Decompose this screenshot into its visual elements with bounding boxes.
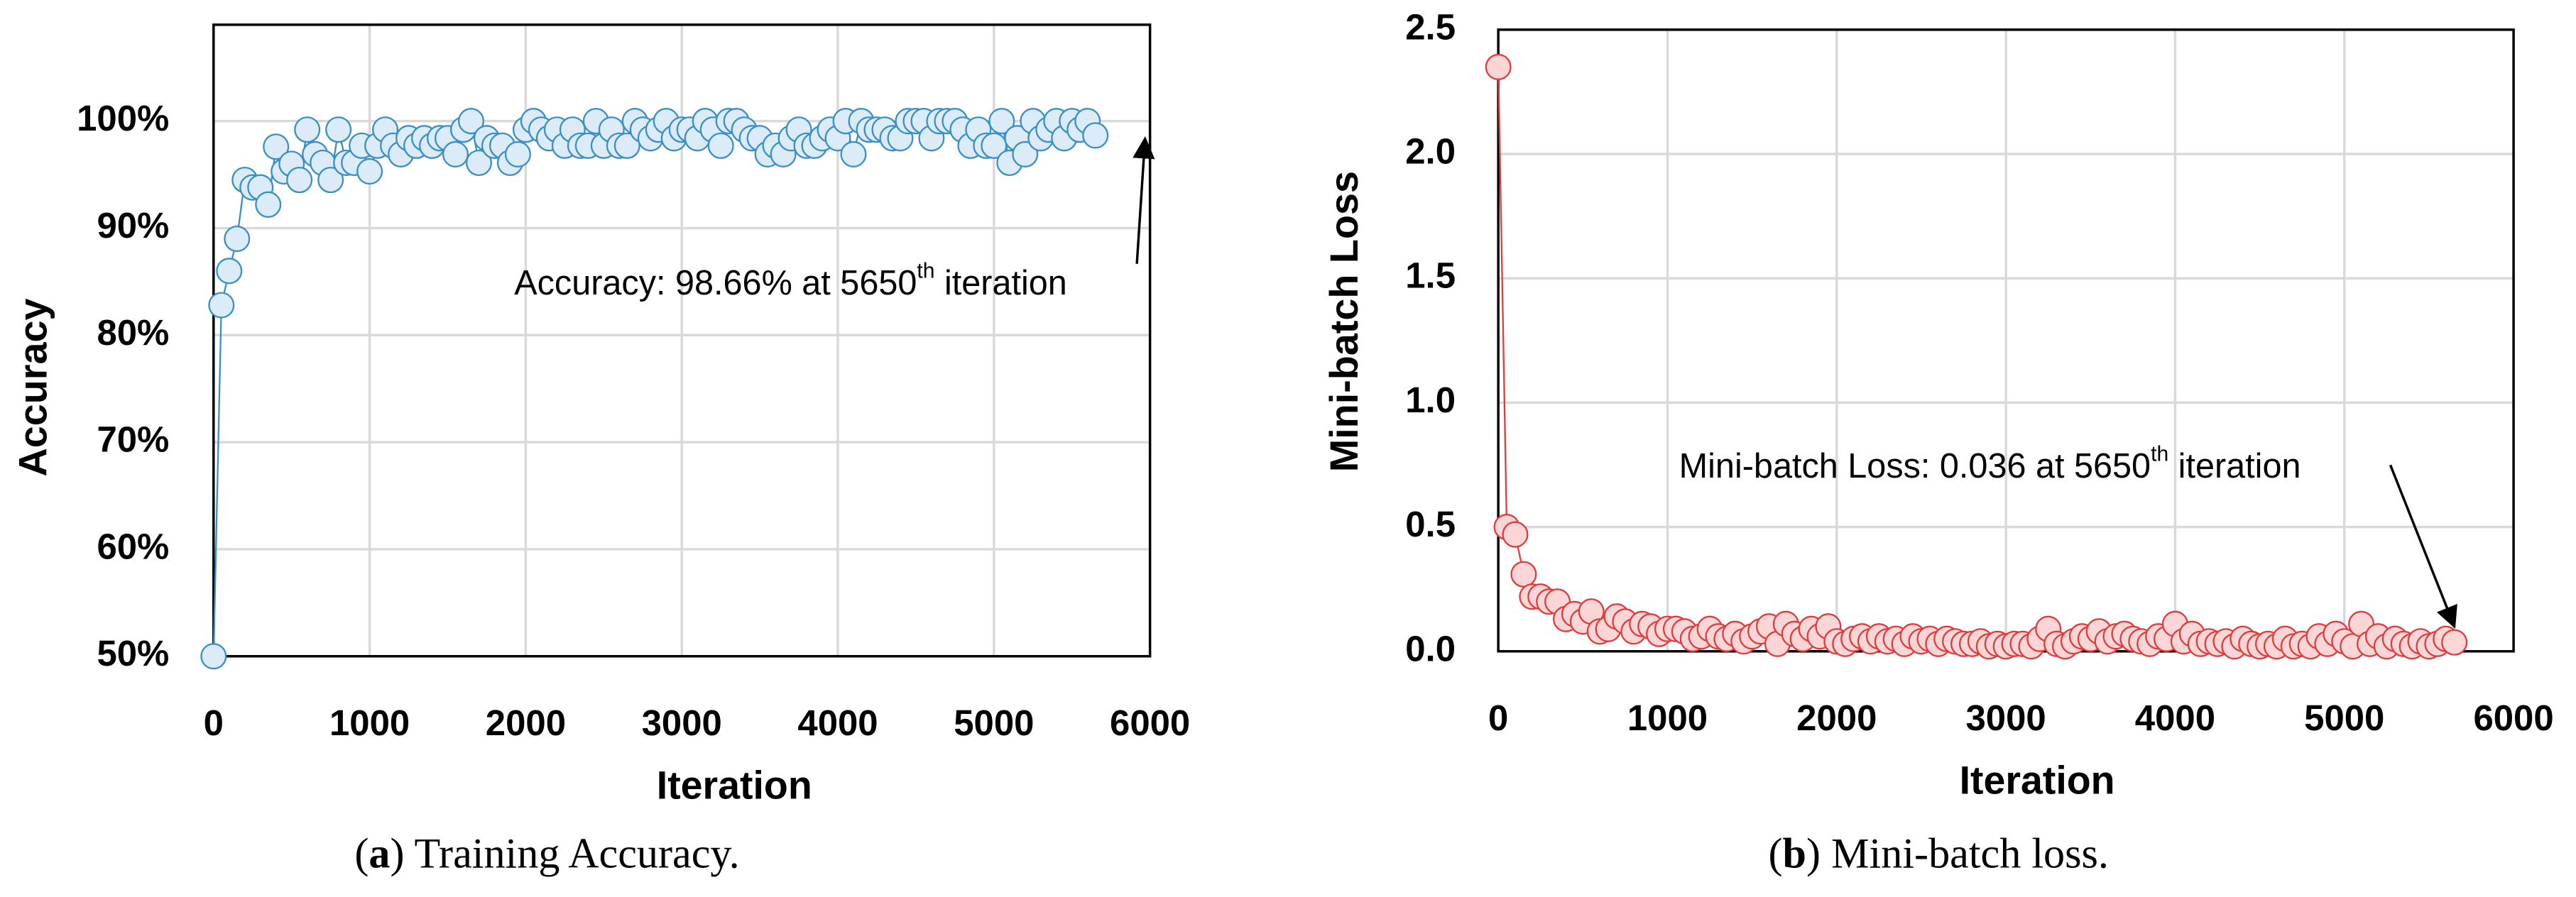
x-tick-label: 1000	[1627, 698, 1708, 738]
x-tick-label: 6000	[1110, 703, 1190, 743]
y-tick-label: 2.5	[1405, 6, 1456, 47]
data-point	[2441, 629, 2468, 656]
caption-text: (	[1769, 830, 1783, 877]
annotation: Accuracy: 98.66% at 5650th iteration	[514, 259, 1067, 302]
data-point	[504, 141, 531, 167]
caption-text: ) Mini-batch loss.	[1806, 830, 2109, 877]
data-point	[457, 108, 484, 135]
annotation-sup: th	[917, 259, 934, 282]
data-point	[294, 116, 321, 143]
y-tick-label: 1.0	[1405, 380, 1456, 420]
y-tick-label: 50%	[97, 633, 169, 673]
data-point	[263, 133, 290, 160]
chart: 50% 60% 70% 80% 90% 100% 0 1000 2000 3000 4000 5000…	[11, 23, 1190, 877]
x-tick-label: 5000	[2304, 698, 2384, 738]
x-tick-label: 1000	[329, 703, 410, 743]
annotation-arrow	[1133, 136, 1155, 264]
y-tick-label: 2.0	[1405, 131, 1456, 171]
caption: (a) Training Accuracy.	[354, 830, 739, 877]
x-tick-label: 0	[1488, 698, 1508, 738]
x-tick-label: 6000	[2473, 698, 2553, 738]
x-axis-title: Iteration	[657, 763, 812, 807]
y-tick-label: 0.5	[1405, 504, 1456, 544]
y-tick-label: 70%	[97, 419, 169, 460]
data-point	[465, 149, 492, 177]
annotation: Mini-batch Loss: 0.036 at 5650th iterati…	[1679, 442, 2301, 485]
data-point	[200, 643, 227, 670]
x-tick-label: 5000	[954, 703, 1034, 743]
data-point	[325, 116, 352, 143]
data-point	[1510, 561, 1537, 588]
y-tick-label: 60%	[97, 526, 169, 566]
y-tick-label: 0.0	[1405, 628, 1456, 668]
data-point	[1012, 141, 1039, 167]
data-point	[1502, 521, 1529, 548]
data-point	[356, 158, 383, 185]
x-tick-label: 2000	[1796, 698, 1877, 738]
data-point	[442, 141, 469, 167]
x-tick-label: 0	[204, 703, 224, 743]
x-axis-title: Iteration	[1960, 758, 2115, 802]
data-point	[208, 292, 235, 319]
data-point	[216, 258, 243, 285]
y-tick-label: 1.5	[1405, 255, 1456, 296]
plots: 50% 60% 70% 80% 90% 100% 0 1000 2000 3000 4000 5000…	[11, 6, 2554, 877]
y-axis-title: Mini-batch Loss	[1322, 171, 1366, 472]
caption-text: ) Training Accuracy.	[390, 830, 739, 877]
data-point	[981, 132, 1008, 159]
data-line	[212, 118, 1096, 656]
data-point	[224, 225, 251, 253]
caption-label: b	[1783, 830, 1806, 877]
x-tick-label: 4000	[797, 703, 878, 743]
y-tick-label: 100%	[77, 98, 169, 138]
plot-frame	[212, 23, 1152, 658]
data-point	[317, 166, 344, 194]
x-tick-label: 2000	[486, 703, 566, 743]
y-axis-title: Accuracy	[11, 298, 55, 476]
y-tick-label: 90%	[97, 205, 169, 246]
x-tick-label: 3000	[1966, 698, 2046, 738]
annotation-text: iteration	[2168, 447, 2301, 485]
annotation-arrow	[2389, 464, 2457, 629]
annotation-text: Mini-batch Loss: 0.036 at 5650	[1679, 447, 2151, 485]
chart: 0.0 0.5 1.0 1.5 2.0 2.5 0 1000 2000 3000 4000 5000 6…	[1322, 6, 2554, 877]
annotation-text: Accuracy: 98.66% at 5650	[514, 264, 917, 302]
annotation-text: iteration	[934, 264, 1066, 302]
caption-label: a	[369, 830, 390, 877]
caption: (b) Mini-batch loss.	[1769, 830, 2109, 877]
data-point	[707, 132, 734, 159]
caption-text: (	[354, 830, 369, 877]
x-tick-label: 4000	[2135, 698, 2215, 738]
x-tick-label: 3000	[642, 703, 722, 743]
data-point	[988, 108, 1015, 135]
data-point	[1082, 122, 1109, 149]
data-point	[255, 191, 282, 218]
data-point	[840, 141, 867, 167]
data-point	[1485, 53, 1512, 80]
y-tick-label: 80%	[97, 312, 169, 353]
annotation-sup: th	[2151, 442, 2168, 466]
data-point	[286, 166, 313, 194]
data-point	[613, 132, 640, 159]
